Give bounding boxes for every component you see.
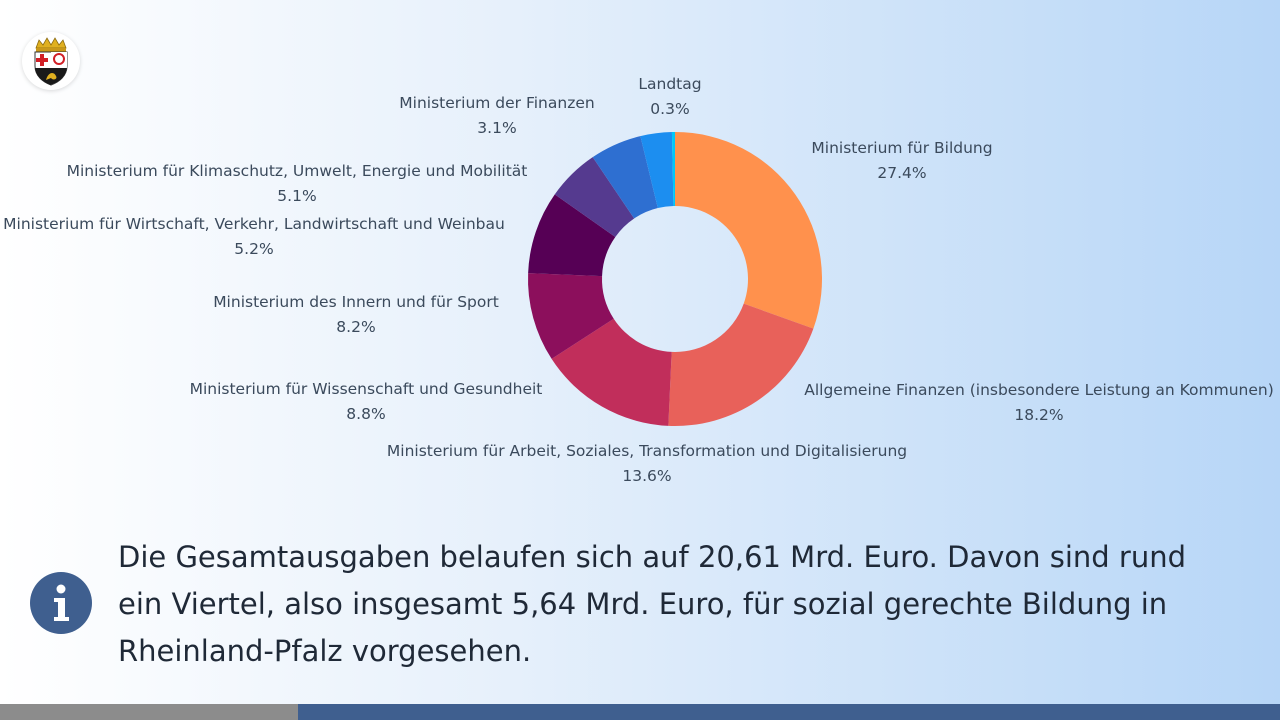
info-icon	[30, 572, 92, 634]
donut-slice-2	[668, 303, 814, 426]
rheinland-pfalz-coat-of-arms-icon	[34, 37, 68, 86]
donut-slice-7	[592, 136, 658, 219]
slice-value-label-7: 5.1%	[277, 187, 316, 205]
slice-label-5: Ministerium des Innern und für Sport	[213, 293, 499, 311]
footer-bar-right	[298, 704, 1280, 720]
donut-slice-9	[671, 132, 675, 207]
slice-value-label-5: 8.2%	[336, 318, 375, 336]
slice-label-3: Ministerium für Arbeit, Soziales, Transf…	[387, 442, 907, 460]
slice-label-6: Ministerium für Wirtschaft, Verkehr, Lan…	[3, 215, 505, 233]
slice-label-9: Landtag	[638, 75, 701, 93]
slice-value-label-6: 5.2%	[234, 240, 273, 258]
slice-label-4: Ministerium für Wissenschaft und Gesundh…	[190, 380, 543, 398]
donut-slice-1	[675, 132, 822, 329]
slice-value-label-3: 13.6%	[622, 467, 671, 485]
slice-value-label-9: 0.3%	[650, 100, 689, 118]
summary-note: Die Gesamtausgaben belaufen sich auf 20,…	[118, 540, 1186, 668]
slice-value-label-8: 3.1%	[477, 119, 516, 137]
slice-label-1: Ministerium für Bildung	[811, 139, 992, 157]
slice-value-label-2: 18.2%	[1014, 406, 1063, 424]
slice-label-7: Ministerium für Klimaschutz, Umwelt, Ene…	[67, 162, 528, 180]
donut-slice-6	[554, 157, 635, 237]
slice-value-label-1: 27.4%	[877, 164, 926, 182]
donut-slice-8	[640, 132, 674, 209]
donut-slice-3	[551, 318, 672, 426]
donut-slice-4	[528, 273, 614, 359]
footer-bar-left	[0, 704, 298, 720]
coat-of-arms-logo	[22, 32, 80, 90]
slice-value-label-4: 8.8%	[346, 405, 385, 423]
slice-label-2: Allgemeine Finanzen (insbesondere Leistu…	[804, 381, 1274, 399]
donut-chart: Ministerium für Bildung 27.4% Allgemeine F…	[3, 75, 1274, 485]
donut-slice-5	[528, 194, 616, 277]
slice-label-8: Ministerium der Finanzen	[399, 94, 594, 112]
